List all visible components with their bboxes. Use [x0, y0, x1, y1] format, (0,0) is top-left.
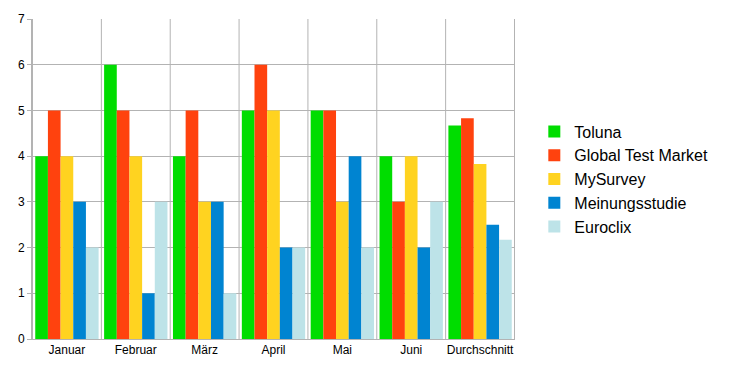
svg-text:Januar: Januar: [49, 343, 86, 357]
svg-text:Durchschnitt: Durchschnitt: [447, 343, 514, 357]
svg-text:Juni: Juni: [400, 343, 422, 357]
svg-text:Global Test Market: Global Test Market: [574, 147, 708, 164]
svg-text:3: 3: [18, 195, 25, 209]
svg-text:5: 5: [18, 104, 25, 118]
svg-text:6: 6: [18, 58, 25, 72]
svg-text:2: 2: [18, 241, 25, 255]
svg-text:Toluna: Toluna: [574, 124, 621, 141]
svg-text:März: März: [191, 343, 218, 357]
svg-text:Mai: Mai: [333, 343, 352, 357]
svg-text:1: 1: [18, 286, 25, 300]
svg-text:MySurvey: MySurvey: [574, 171, 645, 188]
svg-text:Euroclix: Euroclix: [574, 219, 631, 236]
svg-text:4: 4: [18, 149, 25, 163]
svg-text:Februar: Februar: [115, 343, 157, 357]
svg-text:April: April: [261, 343, 285, 357]
svg-text:Meinungsstudie: Meinungsstudie: [574, 195, 686, 212]
svg-text:7: 7: [18, 12, 25, 26]
svg-text:0: 0: [18, 332, 25, 346]
